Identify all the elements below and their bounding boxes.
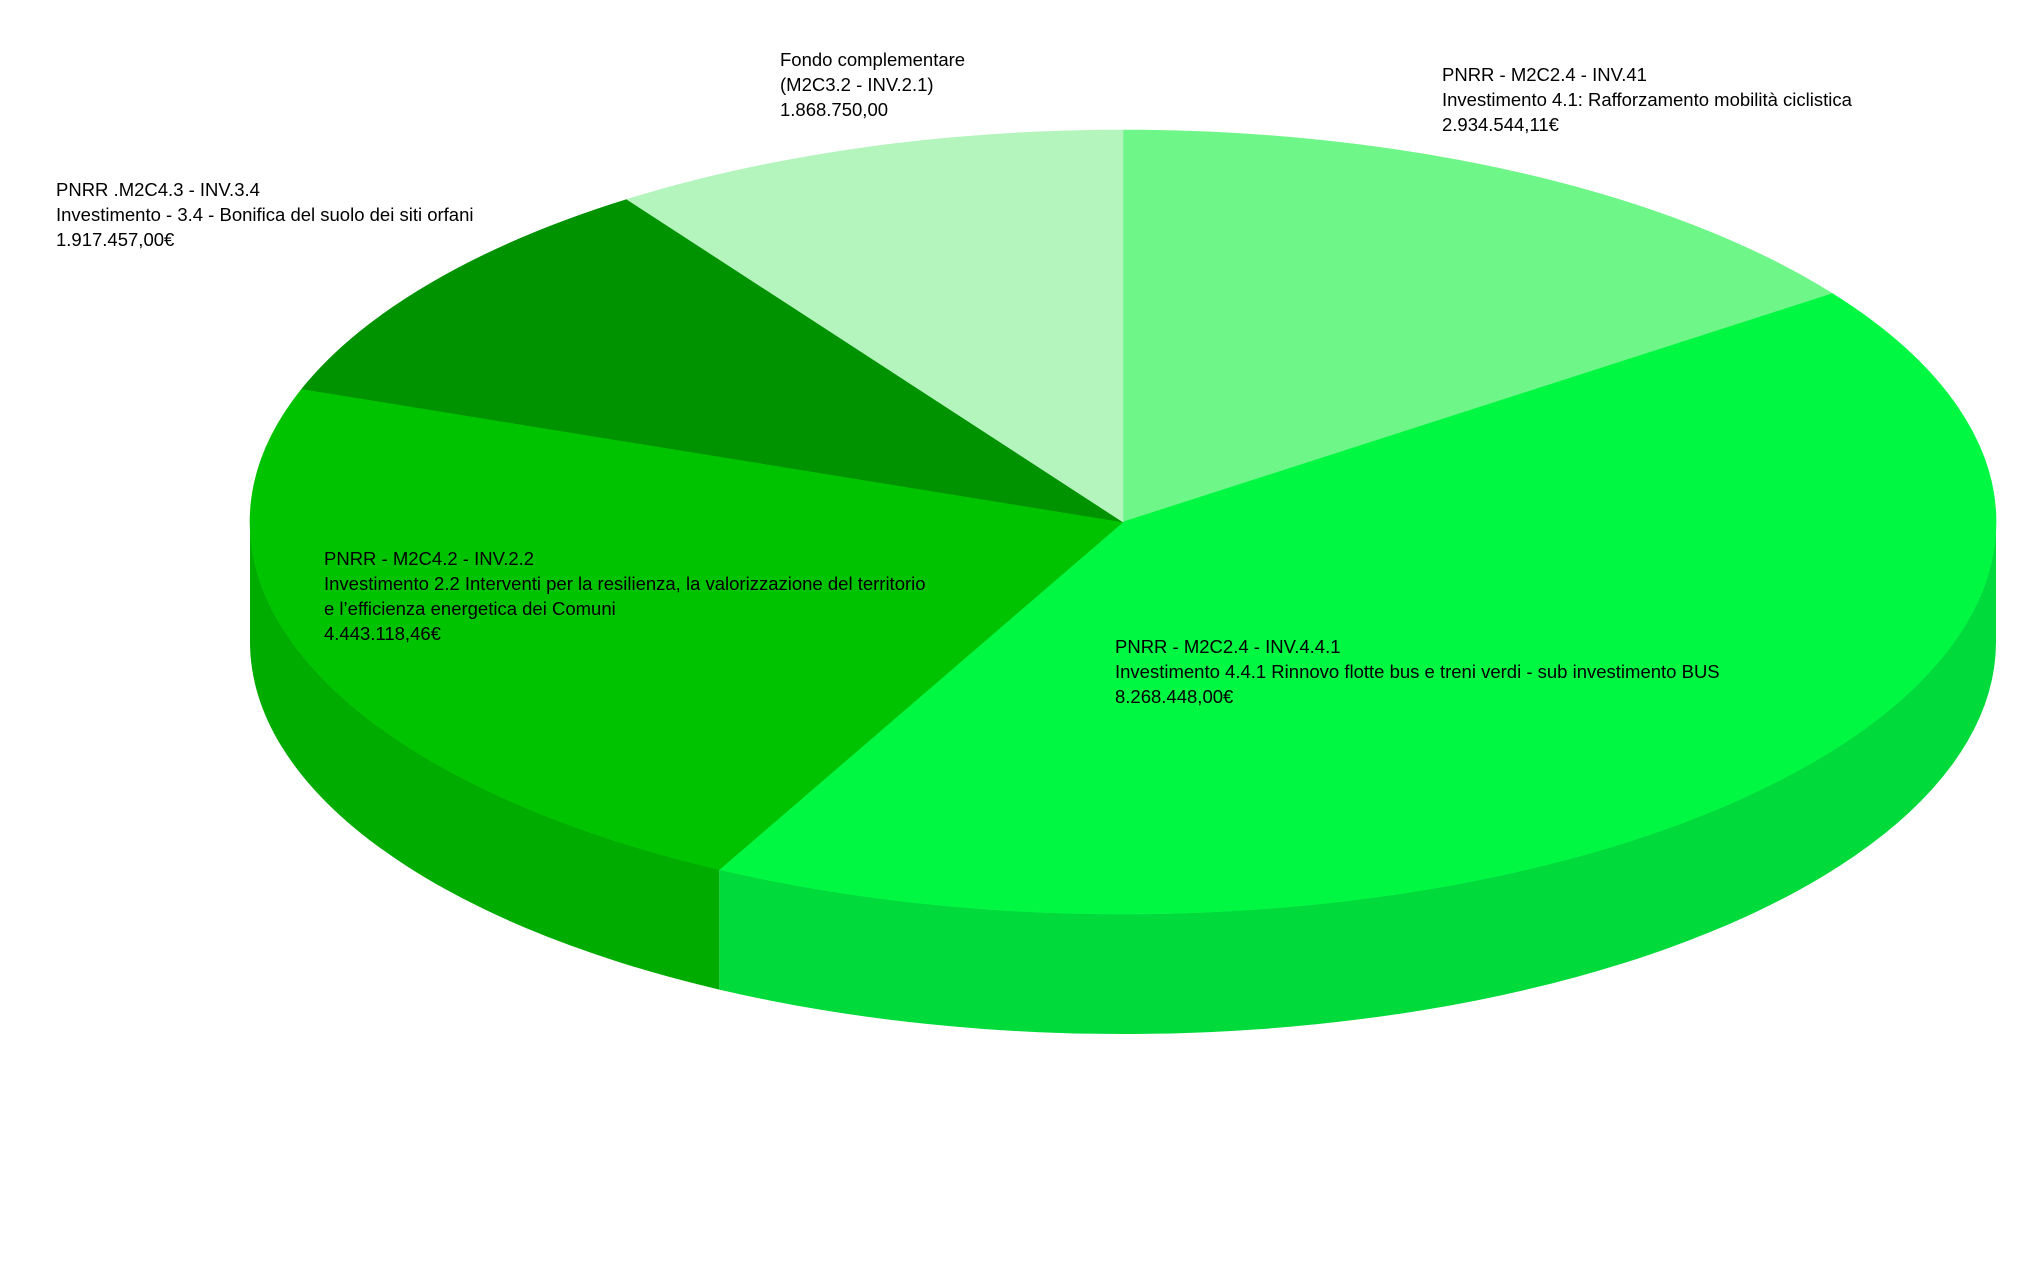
pie-side-walls xyxy=(250,522,1996,1035)
pie-slice-pnrr-m2c2-4-inv-41-investimento-4-1-raff xyxy=(1122,129,1834,523)
label-bonifica: PNRR .M2C4.3 - INV.3.4 Investimento - 3.… xyxy=(56,177,474,252)
pie-side-pnrr-m2c2-4-inv-4-4-1-investimento-4-4-1 xyxy=(719,522,1996,1035)
pie-slice-pnrr-m2c2-4-inv-4-4-1-investimento-4-4-1 xyxy=(718,293,1997,915)
label-resilienza-line-1: PNRR - M2C4.2 - INV.2.2 xyxy=(324,548,535,569)
label-bonifica-line-1: PNRR .M2C4.3 - INV.3.4 xyxy=(56,179,260,200)
pie-top-faces xyxy=(249,129,1997,915)
pie-side-pnrr-m2c4-2-inv-2-2-investimento-2-2-int xyxy=(250,522,720,990)
label-fondo-line-3: 1.868.750,00 xyxy=(780,99,889,120)
label-bus: PNRR - M2C2.4 - INV.4.4.1 Investimento 4… xyxy=(1115,634,1720,709)
label-fondo-line-2: (M2C3.2 - INV.2.1) xyxy=(780,74,934,95)
label-fondo-line-1: Fondo complementare xyxy=(780,49,966,70)
label-fondo: Fondo complementare (M2C3.2 - INV.2.1) 1… xyxy=(780,47,965,122)
label-ciclistica-line-2: Investimento 4.1: Rafforzamento mobilità… xyxy=(1442,89,1852,110)
label-ciclistica: PNRR - M2C2.4 - INV.41 Investimento 4.1:… xyxy=(1442,62,1852,137)
pie-slice-pnrr-m2c4-3-inv-3-4-investimento-3-4-bon xyxy=(301,199,1124,523)
label-bus-line-3: 8.268.448,00€ xyxy=(1115,686,1234,707)
label-ciclistica-line-3: 2.934.544,11€ xyxy=(1442,114,1559,135)
label-bonifica-line-3: 1.917.457,00€ xyxy=(56,229,175,250)
label-resilienza: PNRR - M2C4.2 - INV.2.2 Investimento 2.2… xyxy=(324,546,926,646)
label-resilienza-line-4: 4.443.118,46€ xyxy=(324,623,441,644)
label-resilienza-line-3: e l’efficienza energetica dei Comuni xyxy=(324,598,616,619)
label-bonifica-line-2: Investimento - 3.4 - Bonifica del suolo … xyxy=(56,204,474,225)
label-bus-line-2: Investimento 4.4.1 Rinnovo flotte bus e … xyxy=(1115,661,1720,682)
label-resilienza-line-2: Investimento 2.2 Interventi per la resil… xyxy=(324,573,926,594)
label-ciclistica-line-1: PNRR - M2C2.4 - INV.41 xyxy=(1442,64,1647,85)
pie-slice-pnrr-m2c4-2-inv-2-2-investimento-2-2-int xyxy=(249,388,1124,870)
pie-slice-fondo-complementare-m2c3-2-inv-2-1 xyxy=(626,129,1124,523)
label-bus-line-1: PNRR - M2C2.4 - INV.4.4.1 xyxy=(1115,636,1341,657)
